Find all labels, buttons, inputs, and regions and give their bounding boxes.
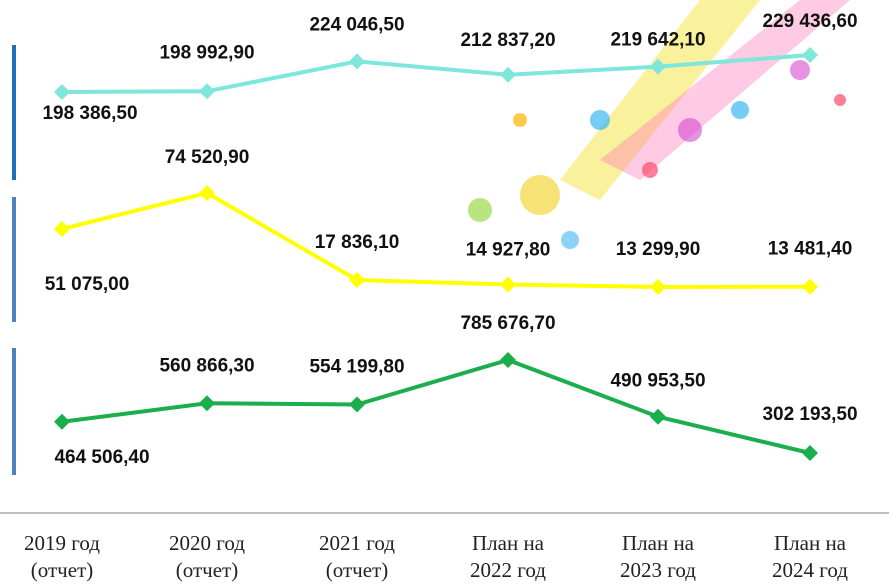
marker xyxy=(54,220,70,237)
x-tick-label: План на 2022 год xyxy=(470,531,546,582)
marker xyxy=(802,278,818,295)
data-label: 212 837,20 xyxy=(460,30,555,51)
marker xyxy=(500,66,516,83)
x-tick-label: План на 2024 год xyxy=(772,531,848,582)
decoration xyxy=(468,0,850,249)
data-label: 74 520,90 xyxy=(165,147,250,168)
data-label: 198 992,90 xyxy=(159,42,254,63)
x-tick-label: План на 2023 год xyxy=(620,531,696,582)
data-label: 17 836,10 xyxy=(315,232,400,253)
marker xyxy=(802,445,818,461)
marker xyxy=(650,408,666,425)
line xyxy=(61,190,811,290)
data-label: 560 866,30 xyxy=(159,355,254,376)
marker xyxy=(349,53,365,70)
marker xyxy=(199,83,215,100)
data-label: 302 193,50 xyxy=(762,404,857,425)
data-label: 51 075,00 xyxy=(45,274,130,295)
data-label: 14 927,80 xyxy=(466,240,551,261)
marker xyxy=(802,47,818,63)
x-tick-label: 2020 год (отчет) xyxy=(169,531,245,582)
line xyxy=(61,357,811,455)
panel-bar xyxy=(12,348,16,475)
data-label: 554 199,80 xyxy=(309,357,404,378)
data-label: 219 642,10 xyxy=(610,30,705,51)
data-label: 464 506,40 xyxy=(54,447,149,468)
data-label: 490 953,50 xyxy=(610,371,705,392)
line xyxy=(61,53,811,94)
data-label: 198 386,50 xyxy=(42,103,137,124)
x-tick-label: 2019 год (отчет) xyxy=(24,531,100,582)
marker xyxy=(54,413,70,430)
data-label: 229 436,60 xyxy=(762,11,857,32)
data-label: 13 299,90 xyxy=(616,239,701,260)
marker xyxy=(54,84,70,100)
marker xyxy=(349,272,365,289)
panel-bar xyxy=(12,197,16,322)
panel-bar xyxy=(12,45,16,180)
data-label: 224 046,50 xyxy=(309,14,404,35)
marker xyxy=(650,279,666,295)
marker xyxy=(199,185,215,201)
marker xyxy=(500,352,516,368)
marker xyxy=(650,58,666,75)
data-label: 13 481,40 xyxy=(768,239,853,260)
data-label: 785 676,70 xyxy=(460,313,555,334)
marker xyxy=(199,395,215,412)
x-tick-label: 2021 год (отчет) xyxy=(319,531,395,582)
marker xyxy=(349,396,365,413)
marker xyxy=(500,276,516,293)
